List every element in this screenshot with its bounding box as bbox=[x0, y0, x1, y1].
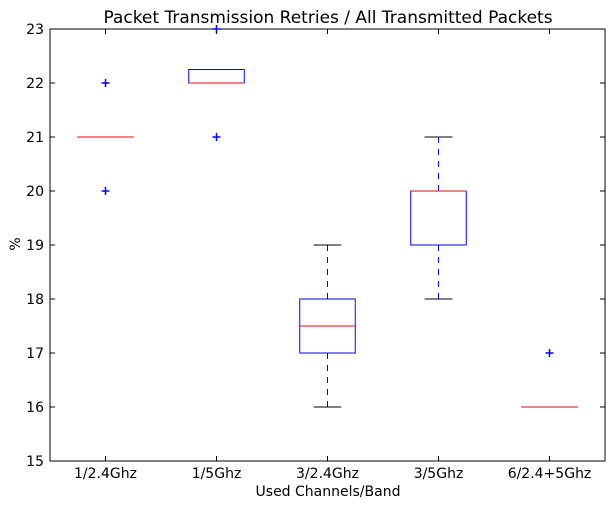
y-tick-label: 17 bbox=[26, 346, 44, 362]
x-tick-label-6-2-4-5ghz: 6/2.4+5Ghz bbox=[508, 466, 592, 482]
y-tick-label: 19 bbox=[26, 238, 44, 254]
box-3-5ghz bbox=[410, 190, 467, 246]
outlier-1-5ghz bbox=[212, 25, 221, 33]
y-tick-label: 22 bbox=[26, 76, 44, 92]
box-1-5ghz bbox=[188, 69, 245, 84]
outlier-1-2-4ghz bbox=[101, 79, 110, 87]
chart-title: Packet Transmission Retries / All Transm… bbox=[103, 8, 552, 28]
x-tick-label-1-2-4ghz: 1/2.4Ghz bbox=[74, 466, 137, 482]
plot-area: 15 16 17 18 19 20 21 22 23 1/2.4Ghz 1/5Ghz 3/2.4Ghz… bbox=[26, 22, 606, 482]
y-tick-label: 16 bbox=[26, 400, 44, 416]
y-tick-label: 18 bbox=[26, 292, 44, 308]
x-tick-label-3-2-4ghz: 3/2.4Ghz bbox=[296, 466, 359, 482]
outlier-6-2-4-5ghz bbox=[545, 349, 554, 357]
y-tick-label: 20 bbox=[26, 184, 44, 200]
x-tick-label-1-5ghz: 1/5Ghz bbox=[192, 466, 242, 482]
outlier-1-5ghz bbox=[212, 133, 221, 141]
x-axis-label: Used Channels/Band bbox=[256, 484, 401, 500]
x-tick-label-3-5ghz: 3/5Ghz bbox=[414, 466, 464, 482]
y-tick-label: 21 bbox=[26, 130, 44, 146]
y-tick-label: 23 bbox=[26, 22, 44, 38]
y-tick-label: 15 bbox=[26, 454, 44, 470]
outlier-1-2-4ghz bbox=[101, 187, 110, 195]
y-axis-label: % bbox=[8, 237, 24, 250]
